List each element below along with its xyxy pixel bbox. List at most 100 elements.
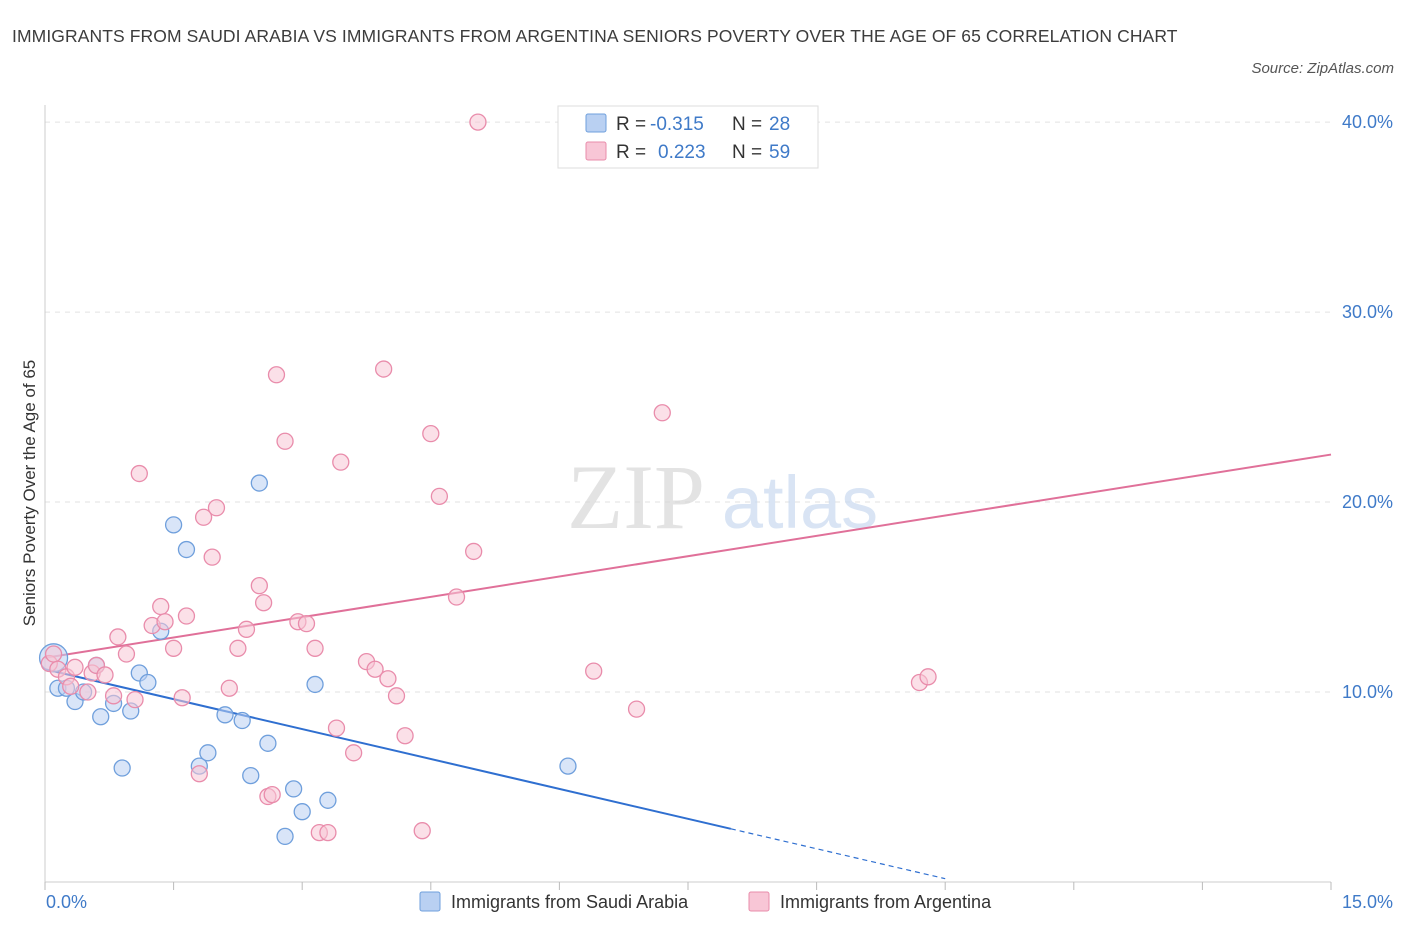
data-point-argentina: [627, 700, 646, 718]
y-tick-label-30: 30.0%: [1342, 302, 1393, 322]
data-point-argentina: [469, 113, 487, 131]
data-point-argentina: [387, 687, 406, 705]
data-point-saudi: [233, 711, 251, 730]
data-point-argentina: [379, 670, 397, 688]
chart-title: IMMIGRANTS FROM SAUDI ARABIA VS IMMIGRAN…: [12, 26, 1178, 46]
watermark-zip: ZIP: [567, 446, 705, 548]
data-point-argentina: [396, 727, 414, 745]
data-point-argentina: [156, 613, 174, 631]
data-point-argentina: [66, 658, 84, 676]
correlation-legend: R = -0.315 N = 28 R = 0.223 N = 59: [557, 105, 819, 169]
data-point-argentina: [173, 689, 191, 707]
data-point-saudi: [306, 675, 324, 694]
trendline-0: [44, 668, 732, 830]
trendline-extension-0: [730, 828, 946, 880]
data-point-argentina: [413, 822, 431, 840]
data-point-saudi: [259, 734, 277, 752]
data-point-argentina: [126, 690, 144, 709]
legend-r-value-saudi: -0.315: [650, 114, 704, 135]
data-point-argentina: [104, 687, 123, 705]
legend-r-label-argentina: R =: [616, 142, 646, 163]
data-point-argentina: [177, 607, 196, 625]
data-point-argentina: [332, 453, 350, 471]
data-point-argentina: [229, 639, 247, 657]
legend-r-label-saudi: R =: [616, 114, 646, 135]
data-point-argentina: [164, 639, 183, 657]
data-point-argentina: [117, 645, 136, 663]
data-point-argentina: [203, 548, 221, 566]
data-point-argentina: [62, 677, 80, 695]
data-point-argentina: [237, 620, 256, 638]
data-point-saudi: [293, 803, 311, 821]
data-point-argentina: [44, 645, 63, 663]
data-point-argentina: [254, 594, 273, 612]
series-legend-label-argentina: Immigrants from Argentina: [780, 892, 992, 912]
legend-swatch-saudi: [585, 113, 607, 133]
data-point-argentina: [250, 576, 268, 595]
series-legend-swatch-saudi: [419, 891, 441, 912]
data-point-argentina: [267, 366, 286, 384]
legend-swatch-argentina: [585, 141, 607, 161]
data-point-argentina: [190, 765, 208, 783]
trendline-1: [44, 453, 1332, 659]
data-point-saudi: [216, 706, 234, 724]
y-tick-label-20: 20.0%: [1342, 492, 1393, 512]
data-point-argentina: [919, 668, 937, 686]
data-point-argentina: [422, 425, 440, 443]
data-point-saudi: [139, 673, 157, 692]
y-tick-labels: 10.0% 20.0% 30.0% 40.0%: [1342, 112, 1393, 702]
watermark-atlas: atlas: [722, 461, 878, 544]
data-point-saudi: [250, 474, 268, 492]
data-point-saudi: [177, 540, 196, 559]
data-point-argentina: [653, 404, 671, 422]
data-point-saudi: [92, 708, 110, 726]
data-point-argentina: [130, 464, 148, 483]
series-legend: Immigrants from Saudi Arabia Immigrants …: [419, 891, 992, 912]
data-point-saudi: [559, 757, 577, 775]
legend-r-value-argentina: 0.223: [658, 142, 706, 163]
data-point-saudi: [113, 759, 131, 777]
data-point-argentina: [319, 823, 337, 842]
gridlines: [45, 121, 1331, 693]
data-point-argentina: [366, 660, 384, 678]
series-legend-swatch-argentina: [748, 891, 770, 912]
data-point-argentina: [194, 508, 213, 526]
chart-source: Source: ZipAtlas.com: [1251, 60, 1394, 77]
data-point-argentina: [374, 360, 393, 378]
data-point-argentina: [306, 639, 324, 657]
data-point-saudi: [276, 827, 294, 846]
data-point-argentina: [220, 679, 238, 697]
data-points: [38, 113, 937, 846]
y-tick-label-10: 10.0%: [1342, 682, 1393, 702]
data-point-argentina: [430, 487, 449, 505]
data-point-argentina: [276, 432, 294, 450]
legend-n-value-argentina: 59: [769, 142, 790, 163]
legend-n-label-saudi: N =: [732, 114, 762, 135]
axes: [44, 105, 1332, 890]
data-point-saudi: [284, 780, 303, 798]
x-tick-label-min: 0.0%: [46, 892, 87, 912]
data-point-argentina: [152, 597, 170, 616]
data-point-argentina: [585, 662, 603, 680]
data-point-argentina: [79, 683, 97, 701]
x-tick-label-max: 15.0%: [1342, 892, 1393, 912]
y-tick-label-40: 40.0%: [1342, 112, 1393, 132]
data-point-argentina: [263, 785, 281, 804]
data-point-argentina: [344, 744, 363, 762]
y-axis-label: Seniors Poverty Over the Age of 65: [20, 360, 39, 626]
series-legend-label-saudi: Immigrants from Saudi Arabia: [451, 892, 689, 912]
legend-n-value-saudi: 28: [769, 114, 790, 135]
legend-n-label-argentina: N =: [732, 142, 762, 163]
data-point-argentina: [207, 499, 226, 517]
data-point-argentina: [447, 588, 466, 606]
data-point-saudi: [242, 766, 260, 785]
data-point-argentina: [109, 628, 127, 646]
data-point-argentina: [96, 666, 114, 684]
data-point-saudi: [319, 791, 337, 809]
data-point-argentina: [465, 542, 483, 561]
data-point-argentina: [327, 719, 346, 737]
data-point-saudi: [164, 516, 183, 534]
data-point-saudi: [199, 744, 217, 762]
trendlines: [44, 453, 1332, 880]
